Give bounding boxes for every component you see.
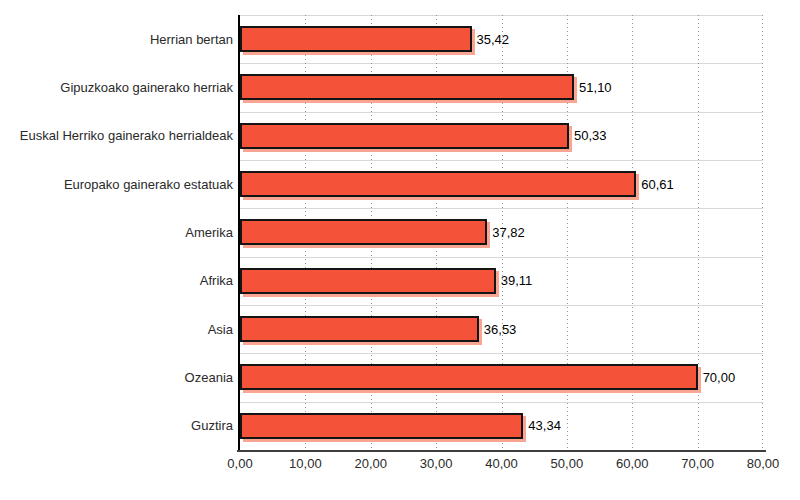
- x-tick-label: 40,00: [485, 456, 518, 471]
- bar-chart: Herrian bertan Gipuzkoako gainerako herr…: [0, 0, 800, 500]
- bar-value-label: 70,00: [703, 371, 736, 384]
- bar-row: 51,10: [240, 63, 763, 111]
- category-axis-labels: Herrian bertan Gipuzkoako gainerako herr…: [0, 15, 233, 450]
- x-tick-label: 20,00: [354, 456, 387, 471]
- bar-row: 70,00: [240, 353, 763, 401]
- bar-herrian-bertan: [240, 26, 472, 52]
- bar-euskal-herriko-gainerako-herrialdeak: [240, 123, 569, 149]
- x-axis-line: [237, 450, 766, 452]
- bar-value-label: 39,11: [501, 274, 533, 287]
- bar-value-label: 60,61: [641, 178, 674, 191]
- bar-row: 50,33: [240, 112, 763, 160]
- bar-afrika: [240, 268, 496, 294]
- x-tick-label: 60,00: [616, 456, 649, 471]
- plot-area: 35,42 51,10 50,33 60,61 37,82 39,11 36,5…: [240, 15, 763, 450]
- bar-row: 60,61: [240, 160, 763, 208]
- bar-value-label: 36,53: [484, 323, 517, 336]
- bar-amerika: [240, 219, 487, 245]
- bar-value-label: 51,10: [579, 81, 612, 94]
- bar-value-label: 35,42: [477, 33, 510, 46]
- bar-row: 39,11: [240, 257, 763, 305]
- bar-value-label: 43,34: [528, 419, 561, 432]
- bar-row: 35,42: [240, 15, 763, 63]
- bar-row: 37,82: [240, 208, 763, 256]
- category-label: Amerika: [0, 208, 233, 256]
- x-tick-label: 50,00: [551, 456, 584, 471]
- bar-ozeania: [240, 364, 698, 390]
- x-tick-label: 10,00: [289, 456, 322, 471]
- bar-row: 36,53: [240, 305, 763, 353]
- bar-guztira: [240, 413, 523, 439]
- x-tick-label: 30,00: [420, 456, 453, 471]
- category-label: Europako gainerako estatuak: [0, 160, 233, 208]
- bar-row: 43,34: [240, 402, 763, 450]
- x-tick-label: 0,00: [227, 456, 252, 471]
- x-axis-tick-labels: 0,00 10,00 20,00 30,00 40,00 50,00 60,00…: [240, 456, 763, 476]
- bar-gipuzkoako-gainerako-herriak: [240, 74, 574, 100]
- category-label: Guztira: [0, 402, 233, 450]
- bar-value-label: 37,82: [492, 226, 525, 239]
- category-label: Afrika: [0, 257, 233, 305]
- category-label: Gipuzkoako gainerako herriak: [0, 63, 233, 111]
- x-tick-label: 70,00: [681, 456, 714, 471]
- y-axis-line: [238, 15, 240, 452]
- category-label: Herrian bertan: [0, 15, 233, 63]
- bar-asia: [240, 316, 479, 342]
- category-label: Ozeania: [0, 353, 233, 401]
- category-label: Euskal Herriko gainerako herrialdeak: [0, 112, 233, 160]
- bar-value-label: 50,33: [574, 129, 607, 142]
- bar-europako-gainerako-estatuak: [240, 171, 636, 197]
- category-label: Asia: [0, 305, 233, 353]
- x-tick-label: 80,00: [747, 456, 780, 471]
